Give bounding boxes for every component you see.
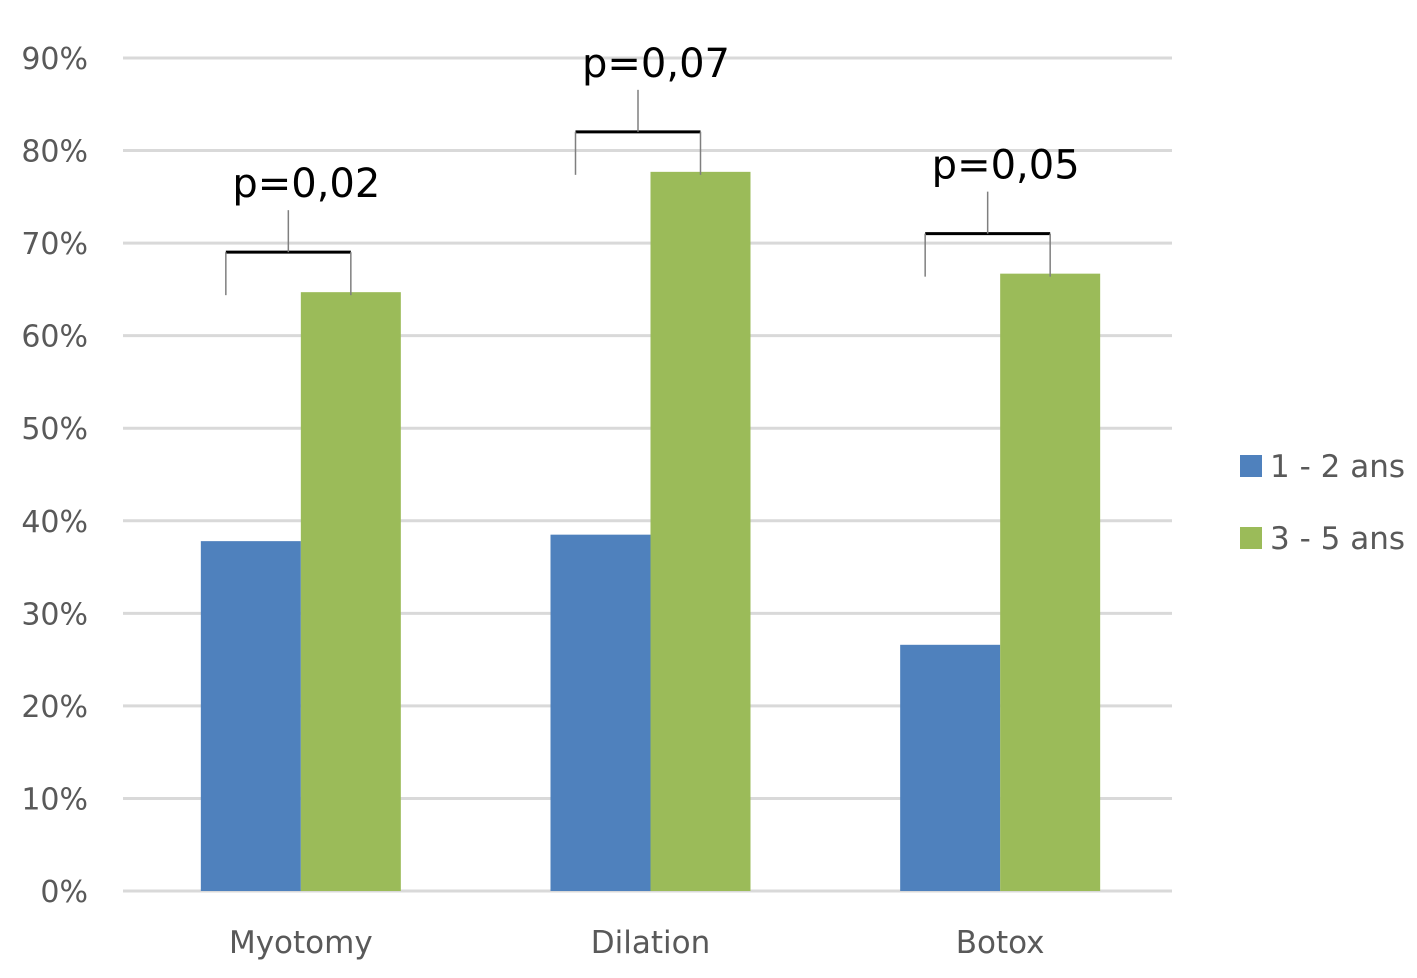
y-tick-label: 20% [21,690,88,725]
p-value-label: p=0,02 [232,161,380,207]
x-category-label: Botox [956,925,1045,961]
p-value-label: p=0,05 [932,143,1080,189]
x-axis-category-labels: Myotomy Dilation Botox [229,925,1045,961]
y-tick-label: 90% [21,42,88,77]
y-axis-tick-labels: 0% 10% 20% 30% 40% 50% 60% 70% 80% 90% [21,42,88,910]
significance-bracket [225,210,352,296]
bar-3-5ans-myotomy [300,292,401,892]
legend: 1 - 2 ans 3 - 5 ans [1240,449,1405,557]
y-tick-label: 30% [21,597,88,632]
x-category-label: Myotomy [229,925,373,961]
y-tick-label: 40% [21,505,88,540]
significance-annotations: p=0,02 p=0,07 p=0,05 [225,41,1080,296]
bars [200,171,1101,892]
legend-label: 3 - 5 ans [1270,521,1405,557]
significance-bracket [574,89,702,175]
y-tick-label: 50% [21,412,88,447]
bar-3-5ans-botox [1000,273,1101,892]
y-tick-label: 0% [40,875,88,910]
y-tick-label: 80% [21,135,88,170]
bar-1-2ans-botox [900,644,1001,891]
y-tick-label: 10% [21,782,88,817]
legend-label: 1 - 2 ans [1270,449,1405,485]
bar-1-2ans-dilation [550,534,651,891]
x-category-label: Dilation [591,925,710,961]
y-tick-label: 70% [21,227,88,262]
legend-swatch [1240,527,1262,549]
y-tick-label: 60% [21,320,88,355]
bar-3-5ans-dilation [650,171,751,892]
p-value-label: p=0,07 [582,41,730,87]
legend-swatch [1240,455,1262,477]
significance-bracket [924,191,1051,277]
bar-1-2ans-myotomy [200,541,301,891]
